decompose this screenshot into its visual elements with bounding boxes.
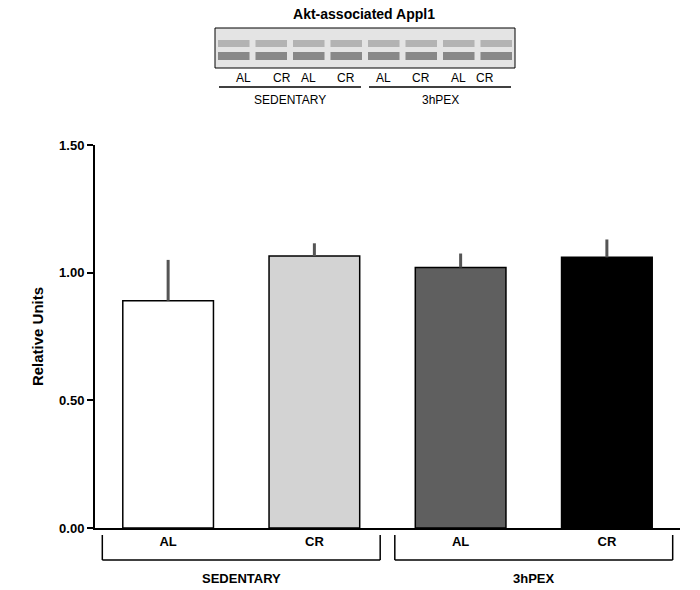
svg-text:SEDENTARY: SEDENTARY (202, 571, 281, 586)
svg-text:CR: CR (273, 71, 291, 85)
svg-text:AL: AL (376, 71, 391, 85)
svg-text:AL: AL (236, 71, 251, 85)
svg-text:CR: CR (337, 71, 355, 85)
svg-text:3hPEX: 3hPEX (422, 93, 459, 107)
svg-text:0.00: 0.00 (59, 521, 84, 536)
svg-text:AL: AL (301, 71, 316, 85)
svg-text:1.00: 1.00 (59, 265, 84, 280)
svg-text:AL: AL (159, 534, 176, 549)
svg-text:0.50: 0.50 (59, 393, 84, 408)
svg-text:AL: AL (452, 534, 469, 549)
svg-text:Akt-associated Appl1: Akt-associated Appl1 (293, 6, 435, 22)
svg-text:SEDENTARY: SEDENTARY (254, 93, 326, 107)
svg-text:CR: CR (597, 534, 616, 549)
svg-text:1.50: 1.50 (59, 138, 84, 153)
svg-text:CR: CR (476, 71, 494, 85)
svg-text:CR: CR (305, 534, 324, 549)
svg-text:3hPEX: 3hPEX (513, 571, 555, 586)
svg-text:Relative Units: Relative Units (29, 287, 46, 386)
svg-text:AL: AL (451, 71, 466, 85)
svg-text:CR: CR (412, 71, 430, 85)
